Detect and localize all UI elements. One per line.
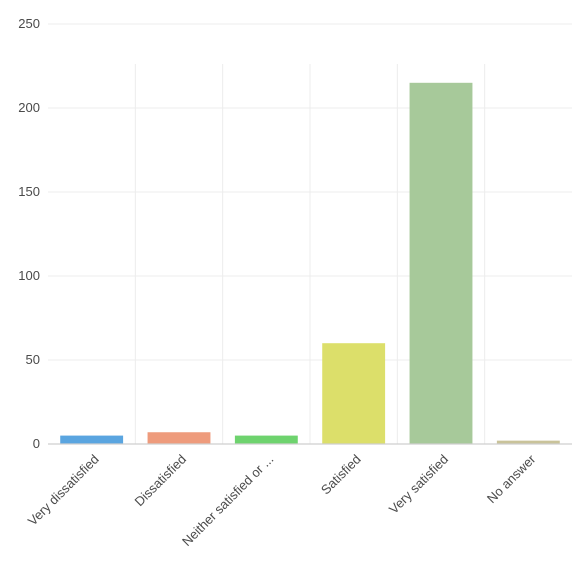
- y-tick-label: 100: [18, 268, 40, 283]
- x-category-label: Dissatisfied: [132, 452, 190, 510]
- y-tick-label: 0: [33, 436, 40, 451]
- x-category-label: Very dissatisfied: [25, 452, 102, 529]
- y-tick-label: 250: [18, 16, 40, 31]
- grid-lines: [48, 23, 572, 444]
- y-tick-label: 150: [18, 184, 40, 199]
- bar: [322, 343, 386, 444]
- y-tick-label: 50: [26, 352, 40, 367]
- bar: [496, 440, 560, 444]
- bar: [409, 82, 473, 445]
- y-axis-ticks: 0 50 100 150 200 250: [18, 16, 40, 451]
- bar: [147, 432, 211, 444]
- x-category-label: No answer: [484, 451, 539, 506]
- x-category-label: Very satisfied: [386, 452, 451, 517]
- bar: [60, 435, 124, 444]
- bars: [60, 82, 560, 445]
- y-tick-label: 200: [18, 100, 40, 115]
- x-category-label: Neither satisfied or ...: [179, 452, 276, 549]
- x-category-label: Satisfied: [318, 452, 364, 498]
- bar: [234, 435, 298, 444]
